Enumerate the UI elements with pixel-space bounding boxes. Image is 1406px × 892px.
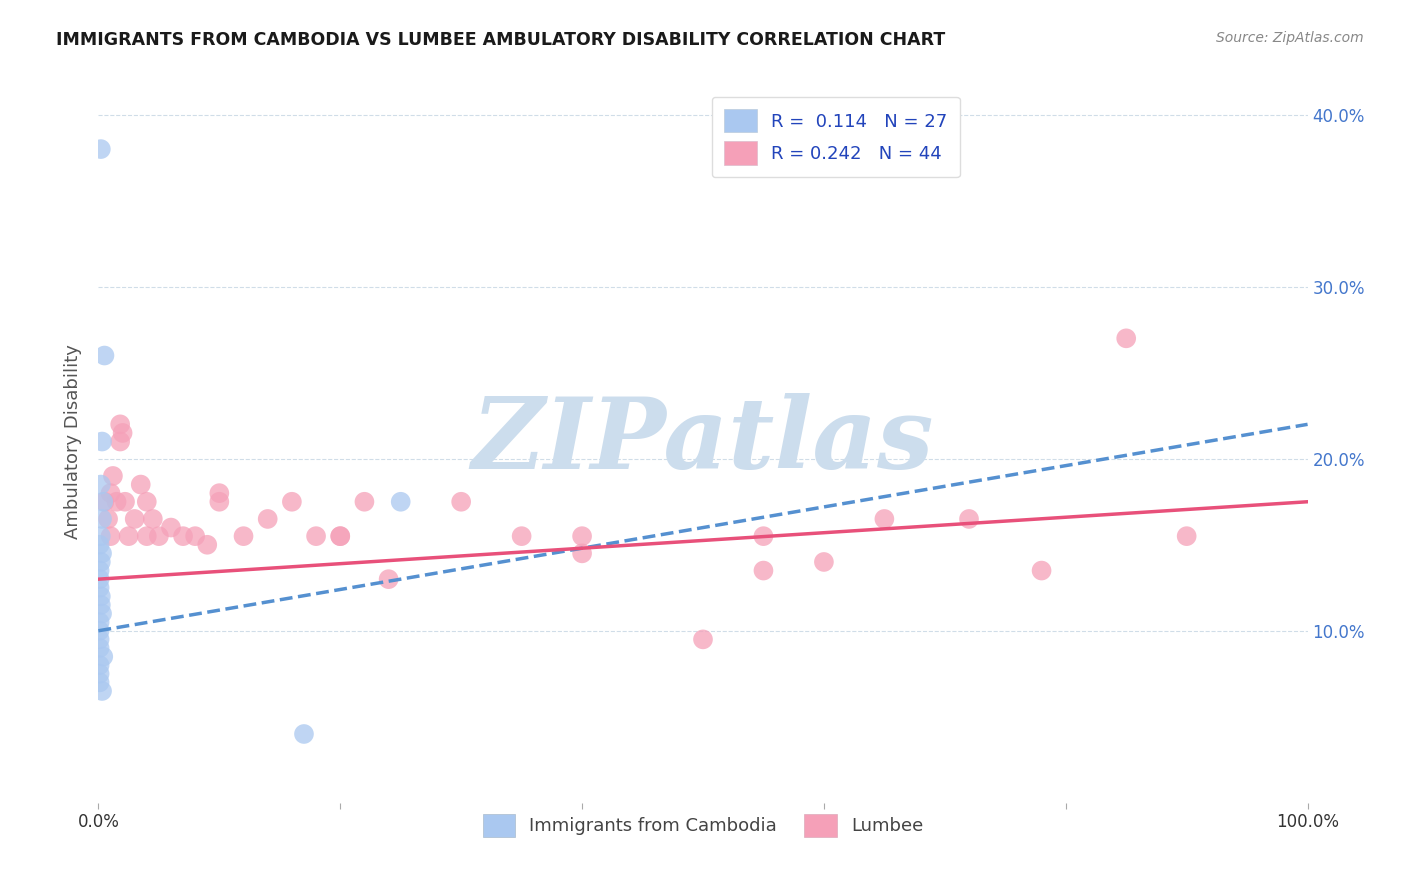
Point bbox=[89, 564, 111, 578]
Point bbox=[752, 564, 775, 578]
Point bbox=[571, 529, 593, 543]
Point bbox=[329, 529, 352, 543]
Text: Source: ZipAtlas.com: Source: ZipAtlas.com bbox=[1216, 31, 1364, 45]
Point bbox=[1115, 331, 1137, 345]
Point bbox=[873, 512, 896, 526]
Point bbox=[692, 632, 714, 647]
Point bbox=[90, 142, 112, 156]
Point bbox=[90, 590, 112, 604]
Legend: Immigrants from Cambodia, Lumbee: Immigrants from Cambodia, Lumbee bbox=[475, 806, 931, 845]
Point bbox=[292, 727, 315, 741]
Point bbox=[105, 494, 128, 508]
Point bbox=[89, 658, 111, 673]
Point bbox=[100, 486, 122, 500]
Point bbox=[108, 417, 131, 432]
Point bbox=[90, 555, 112, 569]
Point bbox=[450, 494, 472, 508]
Point bbox=[100, 529, 122, 543]
Point bbox=[208, 486, 231, 500]
Point bbox=[91, 649, 114, 664]
Point bbox=[571, 546, 593, 560]
Point bbox=[329, 529, 352, 543]
Point bbox=[89, 538, 111, 552]
Point bbox=[93, 494, 115, 508]
Point bbox=[172, 529, 194, 543]
Point bbox=[89, 615, 111, 630]
Point bbox=[281, 494, 304, 508]
Point bbox=[89, 675, 111, 690]
Point bbox=[91, 494, 114, 508]
Point bbox=[93, 349, 115, 363]
Point bbox=[208, 494, 231, 508]
Point bbox=[118, 529, 141, 543]
Point bbox=[114, 494, 136, 508]
Point bbox=[91, 512, 114, 526]
Point bbox=[353, 494, 375, 508]
Point bbox=[91, 434, 114, 449]
Point bbox=[89, 624, 111, 638]
Point bbox=[510, 529, 533, 543]
Point bbox=[89, 572, 111, 586]
Point bbox=[101, 469, 124, 483]
Point bbox=[129, 477, 152, 491]
Point bbox=[148, 529, 170, 543]
Point bbox=[89, 640, 111, 655]
Point bbox=[957, 512, 980, 526]
Point bbox=[90, 529, 112, 543]
Point bbox=[160, 520, 183, 534]
Point bbox=[124, 512, 146, 526]
Point bbox=[97, 512, 120, 526]
Point bbox=[1031, 564, 1053, 578]
Point bbox=[91, 546, 114, 560]
Point bbox=[90, 477, 112, 491]
Point bbox=[1175, 529, 1198, 543]
Point bbox=[256, 512, 278, 526]
Point bbox=[135, 529, 157, 543]
Point bbox=[90, 598, 112, 612]
Point bbox=[89, 666, 111, 681]
Point bbox=[813, 555, 835, 569]
Point bbox=[91, 607, 114, 621]
Point bbox=[89, 632, 111, 647]
Point bbox=[89, 581, 111, 595]
Point bbox=[142, 512, 165, 526]
Point bbox=[389, 494, 412, 508]
Text: ZIPatlas: ZIPatlas bbox=[472, 393, 934, 490]
Point bbox=[377, 572, 399, 586]
Y-axis label: Ambulatory Disability: Ambulatory Disability bbox=[65, 344, 83, 539]
Point bbox=[135, 494, 157, 508]
Point bbox=[91, 684, 114, 698]
Point bbox=[108, 434, 131, 449]
Point bbox=[111, 425, 134, 440]
Point bbox=[752, 529, 775, 543]
Point bbox=[305, 529, 328, 543]
Point bbox=[184, 529, 207, 543]
Point bbox=[195, 538, 218, 552]
Text: IMMIGRANTS FROM CAMBODIA VS LUMBEE AMBULATORY DISABILITY CORRELATION CHART: IMMIGRANTS FROM CAMBODIA VS LUMBEE AMBUL… bbox=[56, 31, 945, 49]
Point bbox=[232, 529, 254, 543]
